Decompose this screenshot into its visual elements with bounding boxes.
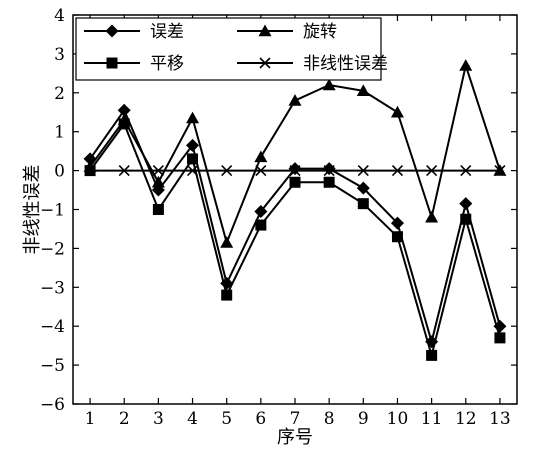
legend-item: 旋转 — [237, 22, 337, 42]
legend-marker-square — [106, 57, 118, 69]
data-point-square — [152, 204, 164, 215]
data-point-triangle — [322, 78, 336, 91]
data-point-x — [255, 165, 267, 177]
x-tick-label: 11 — [421, 409, 443, 429]
legend-marker-triangle — [258, 24, 272, 37]
data-point-triangle — [288, 94, 302, 106]
data-point-square — [460, 213, 472, 225]
data-point-x — [221, 165, 233, 177]
legend-item: 平移 — [84, 54, 184, 74]
data-point-diamond — [459, 197, 473, 211]
data-point-square — [391, 231, 403, 243]
series-2 — [83, 59, 507, 248]
legend-label: 非线性误差 — [303, 54, 388, 74]
y-tick-label: 4 — [54, 6, 65, 26]
legend-marker-x — [259, 57, 271, 69]
data-point-triangle — [220, 236, 234, 248]
data-point-triangle — [151, 175, 165, 188]
x-tick-label: 7 — [290, 409, 301, 429]
data-point-x — [152, 165, 164, 177]
data-point-x — [118, 165, 130, 177]
series-line — [89, 121, 501, 360]
data-point-triangle — [254, 150, 268, 163]
legend-label: 旋转 — [303, 22, 337, 42]
series-line — [89, 108, 501, 346]
y-tick-label: −1 — [40, 201, 65, 221]
data-point-x — [84, 165, 96, 177]
data-point-diamond — [117, 103, 131, 117]
data-point-diamond — [356, 181, 370, 195]
series-line — [89, 61, 501, 246]
y-tick-label: −3 — [40, 278, 65, 298]
y-tick-label: −5 — [40, 356, 65, 376]
data-point-x — [357, 165, 369, 177]
data-point-x — [323, 165, 335, 177]
series-1 — [83, 103, 507, 349]
data-point-diamond — [186, 138, 200, 152]
x-axis-title: 序号 — [277, 427, 313, 448]
y-tick-label: −4 — [40, 317, 65, 337]
legend-marker-diamond — [105, 24, 119, 38]
x-tick-label: 2 — [119, 409, 130, 429]
series-4 — [84, 165, 506, 177]
x-tick-label: 12 — [455, 409, 477, 429]
legend-item: 误差 — [84, 22, 184, 42]
data-point-triangle — [356, 84, 370, 97]
y-axis-title: 非线性误差 — [22, 165, 43, 255]
data-point-x — [460, 165, 472, 177]
x-tick-label: 6 — [255, 409, 266, 429]
data-point-x — [186, 165, 199, 177]
legend-item: 非线性误差 — [237, 54, 388, 74]
data-point-triangle — [186, 111, 200, 124]
y-tick-label: 1 — [54, 123, 65, 143]
legend-label: 误差 — [150, 22, 184, 42]
y-tick-label: 0 — [54, 162, 65, 182]
data-point-square — [289, 176, 301, 188]
data-point-triangle — [390, 105, 404, 118]
data-point-diamond — [390, 216, 404, 230]
series-3 — [84, 118, 506, 361]
data-point-square — [187, 153, 199, 165]
data-point-square — [255, 219, 267, 231]
data-point-triangle — [425, 210, 439, 223]
data-point-triangle — [459, 59, 473, 71]
y-tick-label: −6 — [40, 395, 65, 415]
x-tick-label: 1 — [85, 409, 96, 429]
y-tick-label: 3 — [54, 45, 65, 65]
data-point-square — [426, 349, 438, 361]
x-tick-label: 4 — [187, 409, 198, 429]
x-tick-label: 5 — [221, 409, 232, 429]
x-tick-label: 10 — [387, 409, 409, 429]
series-layer — [83, 59, 507, 361]
x-tick-label: 13 — [489, 409, 511, 429]
data-point-x — [289, 165, 301, 177]
data-point-diamond — [322, 162, 336, 176]
y-tick-label: −2 — [40, 239, 65, 259]
legend-label: 平移 — [150, 54, 184, 74]
data-point-diamond — [254, 204, 268, 218]
x-tick-label: 8 — [324, 409, 335, 429]
legend-box — [75, 17, 382, 81]
data-point-square — [221, 289, 233, 301]
data-point-x — [391, 165, 404, 177]
data-point-x — [494, 165, 506, 177]
data-point-square — [357, 198, 369, 210]
y-tick-label: 2 — [54, 84, 65, 104]
data-point-x — [426, 165, 438, 177]
data-point-square — [323, 176, 335, 188]
data-point-diamond — [288, 162, 302, 176]
data-point-square — [118, 118, 130, 130]
x-tick-label: 9 — [358, 409, 369, 429]
data-point-square — [494, 332, 506, 344]
x-tick-label: 3 — [153, 409, 164, 429]
